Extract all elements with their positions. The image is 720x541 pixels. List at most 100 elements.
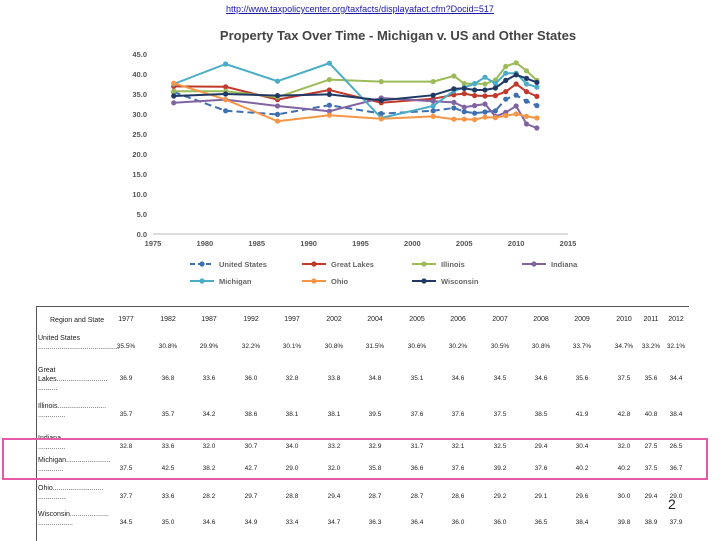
data-point bbox=[461, 91, 467, 97]
legend-marker bbox=[421, 261, 427, 267]
data-point bbox=[492, 81, 498, 87]
data-point bbox=[523, 121, 530, 127]
table-cell: 36.0 bbox=[244, 375, 258, 382]
legend-label: Illinois bbox=[441, 260, 465, 269]
data-point bbox=[430, 108, 436, 114]
x-tick-label: 1995 bbox=[352, 239, 369, 248]
data-point bbox=[534, 79, 540, 85]
table-cell: 28.7 bbox=[368, 493, 382, 500]
y-tick-label: 45.0 bbox=[132, 50, 147, 59]
table-cell: 29.4 bbox=[644, 493, 658, 500]
legend-label: Michigan bbox=[219, 277, 252, 286]
data-point bbox=[274, 118, 281, 124]
table-cell: 34.7% bbox=[614, 343, 634, 350]
column-header-year: 1977 bbox=[118, 316, 134, 323]
table-cell: 38.6 bbox=[244, 411, 258, 418]
row-label: United States ..........................… bbox=[38, 335, 120, 351]
table-cell: 37.5 bbox=[644, 465, 658, 472]
table-cell: 29.6 bbox=[575, 493, 589, 500]
legend-marker bbox=[421, 278, 427, 284]
data-point bbox=[223, 84, 229, 90]
data-point bbox=[482, 87, 488, 93]
table-cell: 35.7 bbox=[161, 411, 175, 418]
data-point bbox=[378, 111, 384, 117]
data-point bbox=[472, 103, 478, 109]
column-header-year: 1992 bbox=[243, 316, 259, 323]
data-point bbox=[326, 112, 332, 118]
table-cell: 36.4 bbox=[410, 519, 424, 526]
y-tick-label: 35.0 bbox=[132, 90, 147, 99]
table-cell: 37.6 bbox=[534, 465, 548, 472]
table-cell: 36.6 bbox=[410, 465, 424, 472]
table-cell: 32.9 bbox=[368, 443, 382, 450]
x-tick-label: 1985 bbox=[248, 239, 265, 248]
data-point bbox=[326, 87, 332, 93]
table-cell: 34.9 bbox=[244, 519, 258, 526]
data-point bbox=[171, 80, 177, 86]
data-point bbox=[472, 110, 478, 116]
table-cell: 33.7% bbox=[572, 343, 592, 350]
table-cell: 34.5 bbox=[119, 519, 133, 526]
data-point bbox=[472, 93, 478, 99]
legend-label: Great Lakes bbox=[331, 260, 374, 269]
table-cell: 38.4 bbox=[669, 411, 683, 418]
table-cell: 32.1% bbox=[666, 343, 686, 350]
data-point bbox=[451, 73, 457, 79]
source-url[interactable]: http://www.taxpolicycenter.org/taxfacts/… bbox=[226, 4, 494, 14]
data-point bbox=[461, 81, 467, 87]
data-point bbox=[274, 78, 281, 84]
x-tick-label: 1990 bbox=[300, 239, 317, 248]
y-tick-label: 30.0 bbox=[132, 110, 147, 119]
data-point bbox=[503, 63, 509, 69]
data-point bbox=[326, 102, 332, 108]
data-point bbox=[482, 109, 488, 115]
table-cell: 34.2 bbox=[202, 411, 216, 418]
data-point bbox=[451, 116, 457, 122]
column-header-year: 2010 bbox=[616, 316, 632, 323]
table-cell: 34.7 bbox=[327, 519, 341, 526]
row-label: Wisconsin.................... ..........… bbox=[38, 511, 109, 527]
data-point bbox=[513, 103, 519, 109]
table-cell: 33.6 bbox=[161, 443, 175, 450]
column-header-year: 2011 bbox=[643, 316, 659, 323]
data-point bbox=[513, 92, 519, 98]
table-cell: 32.1 bbox=[451, 443, 465, 450]
data-point bbox=[274, 103, 281, 109]
data-point bbox=[461, 104, 467, 110]
row-label: Michigan....................... ........… bbox=[38, 457, 111, 473]
table-cell: 40.8 bbox=[644, 411, 658, 418]
table-cell: 30.8% bbox=[324, 343, 344, 350]
table-cell: 31.7 bbox=[410, 443, 424, 450]
table-cell: 37.5 bbox=[119, 465, 133, 472]
data-point bbox=[451, 86, 457, 92]
table-cell: 33.4 bbox=[285, 519, 299, 526]
legend-marker bbox=[199, 261, 205, 267]
y-tick-label: 20.0 bbox=[132, 150, 147, 159]
table-cell: 30.4 bbox=[575, 443, 589, 450]
data-point bbox=[503, 96, 509, 102]
data-point bbox=[482, 101, 488, 107]
table-cell: 32.5 bbox=[493, 443, 507, 450]
data-point bbox=[523, 113, 530, 119]
table-cell: 26.5 bbox=[669, 443, 683, 450]
legend-label: Indiana bbox=[551, 260, 578, 269]
data-point bbox=[523, 75, 530, 81]
data-point bbox=[523, 89, 530, 95]
data-point bbox=[503, 70, 509, 76]
data-point bbox=[523, 81, 530, 87]
data-point bbox=[534, 93, 540, 99]
table-cell: 36.9 bbox=[119, 375, 133, 382]
table-cell: 42.5 bbox=[161, 465, 175, 472]
table-cell: 28.8 bbox=[285, 493, 299, 500]
data-point bbox=[513, 81, 519, 87]
table-cell: 38.9 bbox=[644, 519, 658, 526]
data-point bbox=[171, 88, 177, 94]
header-region-label: Region and State bbox=[50, 317, 105, 324]
table-cell: 37.5 bbox=[617, 375, 631, 382]
table-cell: 32.0 bbox=[327, 465, 341, 472]
table-cell: 42.7 bbox=[244, 465, 258, 472]
table-cell: 30.8% bbox=[531, 343, 551, 350]
table-cell: 40.2 bbox=[617, 465, 631, 472]
data-point bbox=[503, 113, 509, 119]
y-tick-label: 15.0 bbox=[132, 170, 147, 179]
